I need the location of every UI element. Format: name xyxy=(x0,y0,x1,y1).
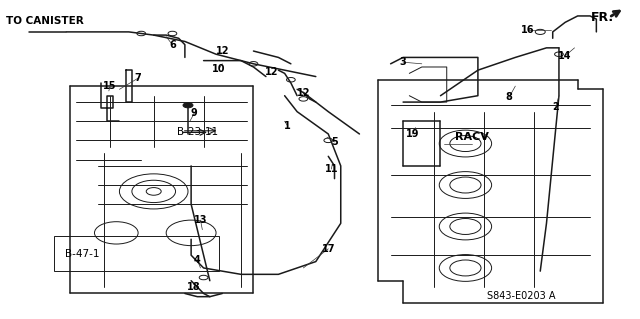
Text: 12: 12 xyxy=(266,67,279,77)
Text: 4: 4 xyxy=(194,255,201,265)
Text: TO CANISTER: TO CANISTER xyxy=(6,16,83,26)
Text: 2: 2 xyxy=(552,102,559,112)
Text: 16: 16 xyxy=(521,25,534,35)
Text: 19: 19 xyxy=(406,129,419,139)
Text: 10: 10 xyxy=(212,63,226,74)
Text: 13: 13 xyxy=(194,215,207,225)
Text: 15: 15 xyxy=(103,81,117,91)
Text: 8: 8 xyxy=(506,92,513,102)
Text: 12: 12 xyxy=(216,46,229,56)
Text: 5: 5 xyxy=(331,137,338,147)
Text: 7: 7 xyxy=(135,73,141,83)
Circle shape xyxy=(183,103,193,108)
Text: 12: 12 xyxy=(296,87,310,98)
Text: RACV: RACV xyxy=(455,132,488,142)
Text: 14: 14 xyxy=(559,51,572,61)
Text: 18: 18 xyxy=(188,282,201,292)
Text: S843-E0203 A: S843-E0203 A xyxy=(487,291,556,301)
Text: 9: 9 xyxy=(191,108,198,118)
Text: B-47-1: B-47-1 xyxy=(65,249,99,259)
Text: 11: 11 xyxy=(324,164,338,174)
Text: FR.: FR. xyxy=(591,11,614,24)
Text: 6: 6 xyxy=(169,40,176,50)
Text: 3: 3 xyxy=(400,57,406,67)
Text: 17: 17 xyxy=(321,244,335,254)
Text: 1: 1 xyxy=(284,121,291,131)
Text: B-23-11: B-23-11 xyxy=(177,127,218,137)
